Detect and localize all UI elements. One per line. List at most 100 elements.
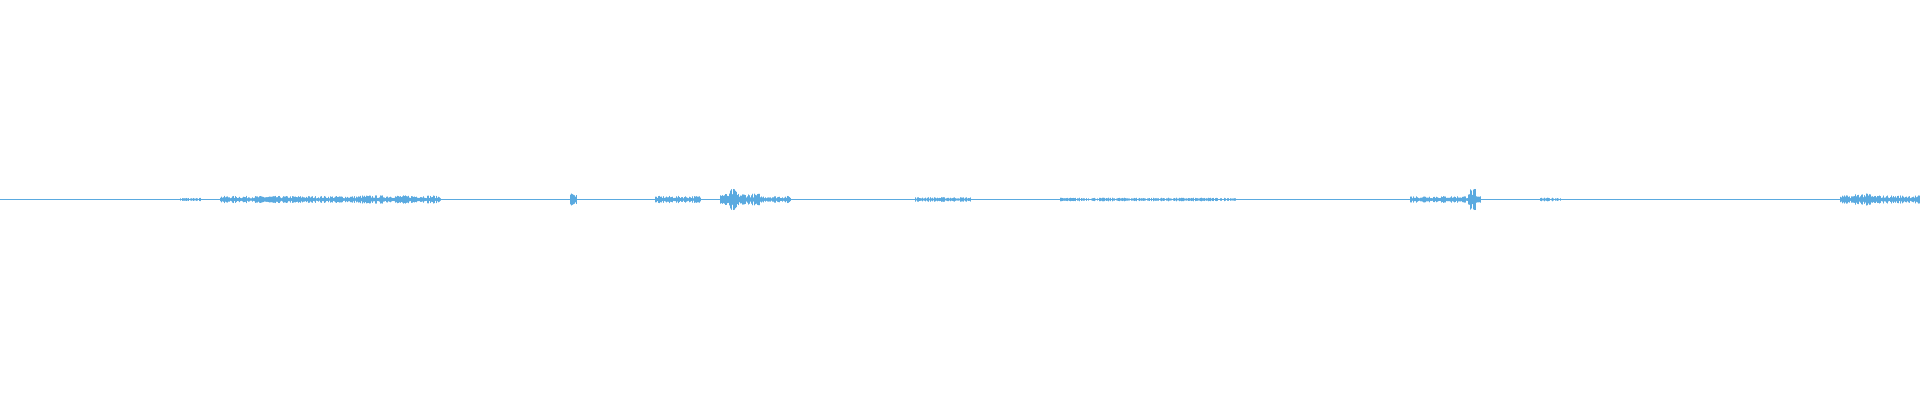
waveform-bar: [941, 197, 942, 202]
waveform-bar: [682, 197, 683, 202]
waveform-bar: [1143, 198, 1144, 201]
waveform-bar: [655, 196, 656, 203]
waveform-bar: [947, 197, 948, 202]
waveform-bar: [428, 195, 429, 204]
waveform-bar: [1909, 196, 1910, 203]
waveform-bar: [1173, 198, 1174, 201]
waveform-bar: [1161, 197, 1162, 202]
waveform-bar: [786, 197, 787, 202]
waveform-bar: [1197, 198, 1198, 201]
waveform-bar: [325, 196, 326, 203]
waveform-bar: [284, 196, 285, 203]
waveform-bar: [1169, 198, 1170, 201]
waveform-bar: [361, 197, 362, 202]
waveform-bar: [270, 196, 271, 203]
waveform-bar: [246, 195, 247, 204]
waveform-bar: [223, 197, 224, 202]
waveform-bar: [1118, 198, 1119, 201]
waveform-bar: [413, 196, 414, 203]
waveform-bar: [1128, 198, 1129, 201]
waveform-bar: [1866, 193, 1867, 206]
waveform-bar: [944, 197, 945, 202]
waveform-bar: [347, 196, 348, 203]
waveform-bar: [1422, 197, 1423, 202]
waveform-bar: [657, 197, 658, 202]
waveform-bar: [699, 196, 700, 203]
waveform-bar: [957, 198, 958, 201]
waveform-bar: [1476, 196, 1477, 203]
waveform-bar: [416, 196, 417, 203]
waveform-bar: [966, 197, 967, 202]
waveform-bar: [1862, 194, 1863, 205]
waveform-bar: [1075, 197, 1076, 202]
waveform-bar: [1227, 198, 1228, 201]
waveform-bar: [744, 194, 745, 205]
waveform-bar: [1436, 196, 1437, 203]
waveform-bar: [397, 195, 398, 204]
waveform-bar: [1897, 195, 1898, 204]
waveform-bar: [927, 197, 928, 202]
waveform-bar: [962, 197, 963, 202]
waveform-bar: [1102, 197, 1103, 202]
waveform-bar: [771, 198, 772, 201]
waveform-bar: [1190, 198, 1191, 201]
waveform-bar: [375, 195, 376, 204]
waveform-bar: [332, 196, 333, 203]
waveform-bar: [1132, 198, 1133, 201]
waveform-bar: [691, 197, 692, 202]
waveform-bar: [420, 197, 421, 202]
waveform-bar: [1099, 197, 1100, 202]
waveform-bar: [1905, 196, 1906, 203]
waveform-bar: [274, 196, 275, 203]
waveform-bar: [335, 196, 336, 203]
waveform-bar: [775, 196, 776, 203]
waveform-bar: [768, 197, 769, 202]
waveform-bar: [945, 198, 946, 201]
waveform-bar: [1842, 195, 1843, 204]
waveform-bar: [1220, 198, 1221, 201]
waveform-bar: [398, 196, 399, 203]
waveform-bar: [285, 196, 286, 203]
waveform-bar: [1895, 196, 1896, 203]
waveform-bar: [1071, 198, 1072, 201]
waveform-bar: [221, 196, 222, 203]
waveform-bar: [918, 197, 919, 202]
waveform-bar: [183, 198, 184, 201]
waveform-bar: [1125, 198, 1126, 201]
waveform-bar: [251, 198, 252, 201]
waveform-bar: [400, 196, 401, 203]
waveform-bar: [334, 197, 335, 202]
waveform-bar: [1060, 197, 1061, 202]
waveform-bar: [1874, 196, 1875, 203]
waveform-bar: [438, 196, 439, 203]
waveform-bar: [1551, 198, 1552, 201]
waveform-bar: [1548, 197, 1549, 202]
waveform-bar: [319, 198, 320, 201]
waveform-bar: [355, 198, 356, 201]
waveform-bar: [276, 197, 277, 202]
waveform-bar: [180, 198, 181, 201]
waveform-bar: [1448, 197, 1449, 202]
waveform-bar: [662, 197, 663, 202]
waveform-bar: [363, 196, 364, 203]
waveform-bar: [1105, 198, 1106, 201]
waveform-bar: [1127, 198, 1128, 201]
waveform-bar: [933, 198, 934, 201]
waveform-bar: [1198, 198, 1199, 201]
waveform-bar: [299, 196, 300, 203]
waveform-bar: [403, 195, 404, 204]
waveform-bar: [1212, 197, 1213, 202]
waveform-bar: [432, 196, 433, 203]
waveform-bar: [345, 196, 346, 203]
waveform-bar: [402, 196, 403, 203]
waveform-bar: [572, 194, 573, 205]
waveform-bar: [1876, 197, 1877, 202]
waveform-bar: [1477, 196, 1478, 203]
waveform-bar: [317, 197, 318, 202]
waveform-bar: [721, 195, 722, 204]
waveform-bar: [1114, 198, 1115, 201]
waveform-bar: [292, 196, 293, 203]
waveform-bar: [390, 196, 391, 203]
waveform-bar: [1884, 197, 1885, 202]
